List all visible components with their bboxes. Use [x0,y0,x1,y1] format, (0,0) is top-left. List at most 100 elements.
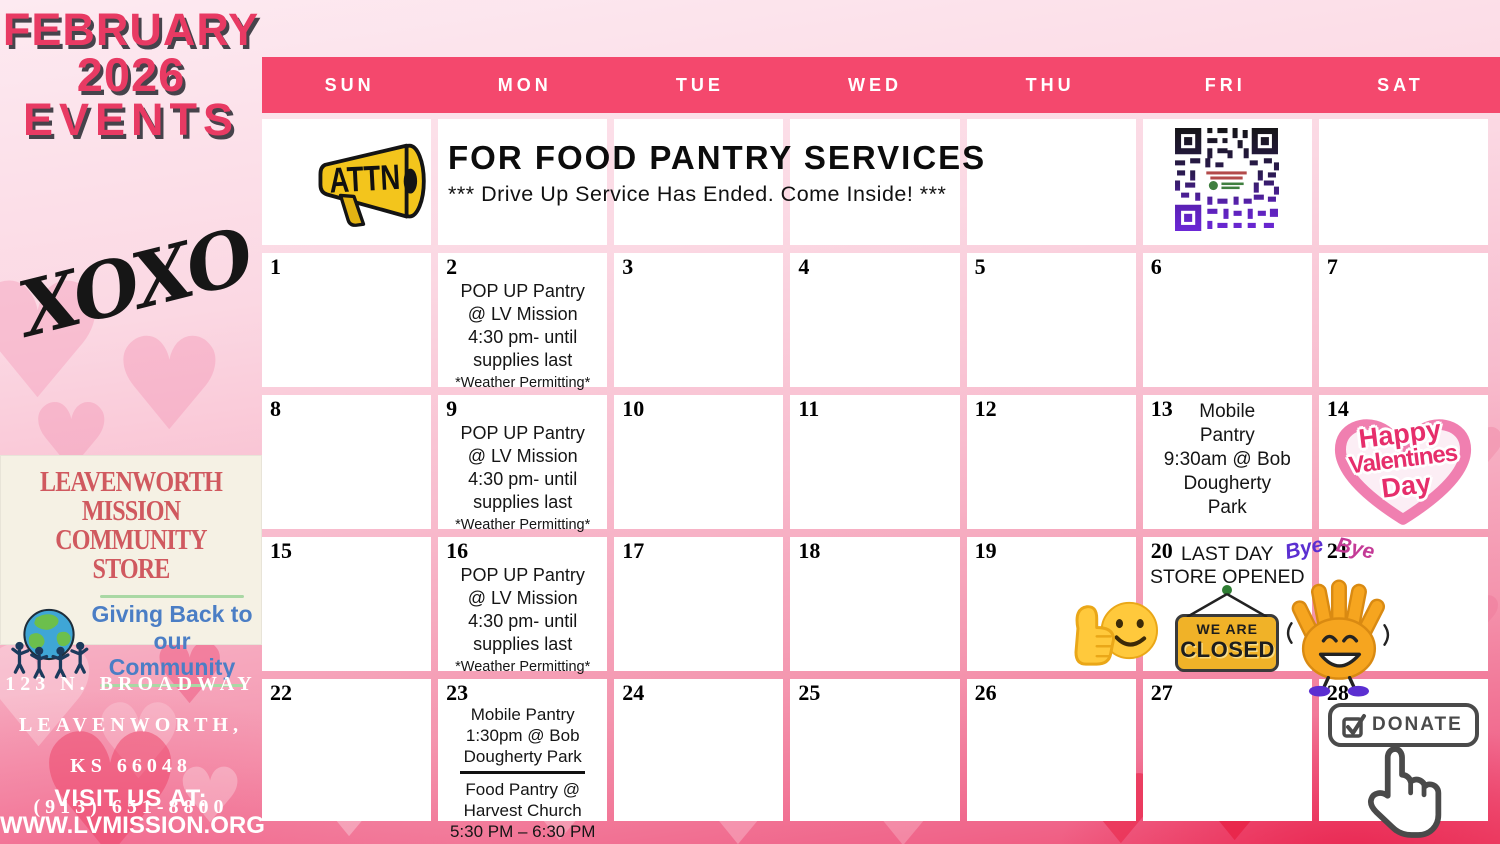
event-line: Pantry [1199,425,1255,446]
bye-word: Bye [1333,533,1377,564]
weekday-sat: SAT [1377,74,1424,95]
bye-bye-text: Bye Bye [1270,533,1390,564]
event-note: *Weather Permitting* [455,375,591,391]
weekday-thu: THU [1025,74,1075,95]
event-line: Dougherty Park [463,747,582,766]
announcement-cell [614,119,784,245]
event-line: 5:30 PM – 6:30 PM [449,822,596,841]
event-line: @ LV Mission [467,304,578,324]
announcement-cell [1318,119,1488,245]
day-number: 4 [798,254,810,279]
event-line: 4:30 pm- until [468,327,578,347]
event-line: Mobile [1199,401,1256,422]
thumbs-up-smiley-icon [1074,601,1158,666]
day-cell-22: 22 [262,679,432,821]
day-number: 15 [270,538,292,563]
day-number: 12 [974,396,997,421]
sign-text-line2: CLOSED [1180,637,1275,662]
day-number: 18 [798,538,821,563]
sign-text-line1: WE ARE [1196,621,1258,637]
donate-button[interactable]: DONATE [1328,703,1479,747]
day-number: 5 [974,254,986,279]
waving-hand-icon [1286,579,1389,697]
day-cell-20: 20 LAST DAY STORE OPENED WE ARE CLOSED [1074,533,1389,697]
event-line: supplies last [473,634,573,654]
weekday-sun: SUN [324,74,375,95]
weekday-mon: MON [497,74,552,95]
tagline-line1: Giving Back to [91,601,253,628]
day-cell-24: 24 [614,679,784,821]
day-cell-18: 18 [790,537,960,671]
event-line: 4:30 pm- until [468,469,578,489]
day-number: 19 [974,538,997,563]
title-events: EVENTS [22,94,240,146]
day-number: 16 [446,538,469,563]
calendar-grid: 1 2 POP UP Pantry @ LV Mission 4:30 pm- … [262,119,1488,841]
day-number: 28 [1326,680,1349,705]
address-line3: KS 66048 [70,755,192,777]
event-line: STORE OPENED [1149,566,1305,588]
event-popup-pantry: POP UP Pantry @ LV Mission 4:30 pm- unti… [438,564,607,656]
day-cell-27: 27 [1142,679,1312,821]
event-line: Dougherty [1183,473,1272,494]
event-line: POP UP Pantry [460,281,585,301]
day-number: 3 [622,254,634,279]
day-cell-7: 7 [1318,253,1488,387]
day-cell-10: 10 [614,395,784,529]
sidebar: FEBRUARY 2026 EVENTS XOXO LEAVENWORTH MI… [0,0,265,844]
announcement-cell [438,119,608,245]
announcement-cell [790,119,960,245]
website-url: WWW.LVMISSION.ORG [0,811,265,839]
event-divider [460,771,586,774]
event-line: 1:30pm @ Bob [465,726,580,745]
event-line: Food Pantry @ [465,780,580,799]
day-number: 26 [974,680,997,705]
weekday-wed: WED [847,74,902,95]
event-line: POP UP Pantry [460,423,585,443]
event-line: supplies last [473,492,573,512]
day-cell-15: 15 [262,537,432,671]
day-cell-11: 11 [790,395,960,529]
day-cell-14: 14 Happy Valentines Day [1318,395,1488,529]
qr-code [1173,126,1280,233]
day-cell-8: 8 [262,395,432,529]
event-popup-pantry: POP UP Pantry @ LV Mission 4:30 pm- unti… [438,280,607,372]
day-cell-6: 6 [1142,253,1312,387]
day-number: 22 [270,680,292,705]
event-line: Harvest Church [463,801,582,820]
day-number: 17 [622,538,645,563]
store-name-line1: LEAVENWORTH MISSION [40,467,223,528]
day-number: 14 [1326,396,1349,421]
day-number: 23 [446,680,469,705]
day-number: 1 [270,254,281,279]
day-cell-4: 4 [790,253,960,387]
sign-strings [1186,593,1268,617]
day-number: 8 [270,396,281,421]
event-last-day: LAST DAY STORE OPENED [1143,543,1312,589]
announcement-cell [966,119,1136,245]
day-cell-28: 28 DONATE [1318,679,1488,838]
phone-number: (913) 651-8800 [33,796,229,818]
bye-word: Bye [1283,532,1326,565]
we-are-closed-sign: WE ARE CLOSED [1175,585,1280,672]
day-cell-5: 5 [966,253,1136,387]
visit-label: VISIT US AT: [54,785,208,812]
checkbox-check-icon [1342,714,1366,738]
xoxo-graphic: XOXO [10,210,260,355]
store-name-line2: COMMUNITY STORE [55,525,207,586]
day-cell-23: 23 Mobile Pantry 1:30pm @ Bob Dougherty … [438,679,608,841]
event-note: *Weather Permitting* [455,659,591,675]
title-month: FEBRUARY [2,4,260,55]
weekday-header-bar: SUN MON TUE WED THU FRI SAT [262,57,1500,113]
store-logo-card: LEAVENWORTH MISSION COMMUNITY STORE [0,455,262,687]
day-number: 24 [622,680,645,705]
day-number: 11 [798,396,820,421]
event-popup-pantry: POP UP Pantry @ LV Mission 4:30 pm- unti… [438,422,607,514]
event-mobile-pantry: Mobile Pantry 9:30am @ Bob Dougherty Par… [1143,400,1312,520]
globe-people-icon [11,608,89,679]
event-line: POP UP Pantry [460,565,585,585]
valentines-graphic: Happy Valentines Day [1323,405,1483,529]
day-number: 10 [622,396,645,421]
sign-plate: WE ARE CLOSED [1175,614,1280,672]
day-cell-12: 12 [966,395,1136,529]
